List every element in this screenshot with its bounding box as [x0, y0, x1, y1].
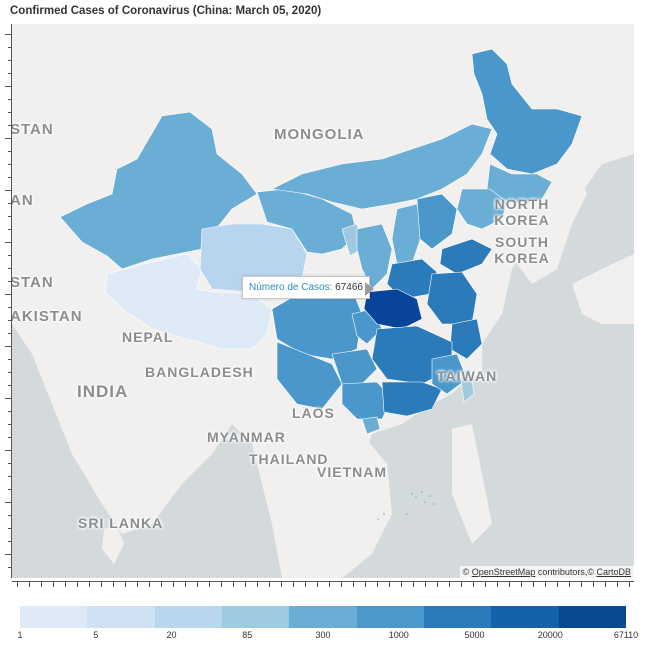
x-axis	[12, 578, 634, 588]
attribution-osm-link[interactable]: OpenStreetMap	[471, 567, 536, 577]
colorbar-swatch	[87, 606, 155, 628]
chart-title: Confirmed Cases of Coronavirus (China: M…	[10, 5, 322, 17]
colorbar-tick-label: 20000	[537, 630, 563, 640]
map-view[interactable]: MONGOLIA NORTH KOREA SOUTH KOREA NEPAL B…	[12, 24, 634, 578]
land-japan	[572, 254, 634, 324]
south-sea-islands	[377, 491, 435, 520]
province-heilongjiang	[471, 48, 583, 175]
land-sri-lanka	[102, 524, 124, 564]
province-guizhou	[331, 348, 378, 385]
province-hainan	[361, 416, 381, 435]
province-inner-mongolia	[271, 123, 493, 210]
label-stan-2: STAN	[12, 274, 54, 291]
province-hebei	[416, 193, 458, 250]
label-india: INDIA	[77, 382, 129, 401]
province-guangdong	[381, 381, 443, 417]
map-attribution: © OpenStreetMap contributors,© CartoDB	[459, 566, 634, 578]
colorbar-swatch	[423, 606, 492, 628]
colorbar-swatch	[356, 606, 424, 628]
y-axis	[0, 24, 12, 578]
tooltip-value: 67466	[335, 282, 363, 293]
tooltip-key: Número de Casos:	[249, 282, 333, 293]
colorbar-tick-label: 300	[315, 630, 331, 640]
province-shaanxi	[356, 223, 393, 290]
label-thailand: THAILAND	[249, 451, 329, 467]
colorbar-tick-label: 1	[17, 630, 23, 640]
label-myanmar: MYANMAR	[207, 429, 286, 445]
colorbar-labels: 1 5 20 85 300 1000 5000 20000 67110	[0, 630, 648, 644]
label-vietnam: VIETNAM	[317, 464, 387, 480]
hover-tooltip: Número de Casos: 67466	[242, 276, 370, 299]
province-liaoning	[456, 188, 508, 230]
colorbar-swatch	[221, 606, 290, 628]
tooltip-arrow	[365, 282, 374, 296]
colorbar-tick-label: 67110	[613, 630, 639, 640]
colorbar-swatch	[491, 606, 559, 628]
colorbar-swatch	[558, 606, 626, 628]
colorbar-tick-label: 85	[242, 630, 253, 640]
province-taiwan	[459, 368, 475, 403]
province-yunnan	[276, 341, 343, 410]
colorbar-tick-label: 1000	[388, 630, 409, 640]
colorbar-swatch	[154, 606, 222, 628]
label-taiwan: TAIWAN	[437, 368, 498, 384]
province-hubei	[363, 288, 423, 330]
province-fujian	[431, 353, 468, 395]
colorbar-swatch	[20, 606, 88, 628]
label-north-korea: NORTH KOREA	[494, 196, 550, 228]
colorbar-tick-label: 5	[93, 630, 99, 640]
label-nepal: NEPAL	[122, 329, 174, 345]
label-mongolia: MONGOLIA	[274, 126, 365, 143]
colorbar-tick-label: 5000	[464, 630, 485, 640]
label-south-korea: SOUTH KOREA	[494, 234, 550, 266]
land-philippines	[452, 424, 492, 544]
colorbar-swatch	[289, 606, 357, 628]
label-bangladesh: BANGLADESH	[145, 364, 254, 380]
label-sri-lanka: SRI LANKA	[78, 515, 164, 531]
label-an: AN	[12, 192, 34, 209]
colorbar	[20, 606, 626, 628]
province-tibet	[104, 253, 273, 350]
province-shandong	[439, 238, 493, 275]
label-laos: LAOS	[292, 405, 335, 421]
label-stan: STAN	[12, 121, 54, 138]
attribution-contributors: contributors,©	[537, 567, 594, 577]
attribution-prefix: ©	[462, 567, 470, 577]
attribution-carto-link[interactable]: CartoDB	[596, 567, 631, 577]
land-korea-japan	[512, 164, 587, 284]
province-gansu	[256, 188, 358, 255]
label-akistan: AKISTAN	[12, 308, 83, 325]
map-canvas[interactable]	[12, 24, 634, 578]
land-indochina	[312, 424, 392, 578]
colorbar-tick-label: 20	[166, 630, 177, 640]
province-guangxi	[341, 381, 393, 420]
